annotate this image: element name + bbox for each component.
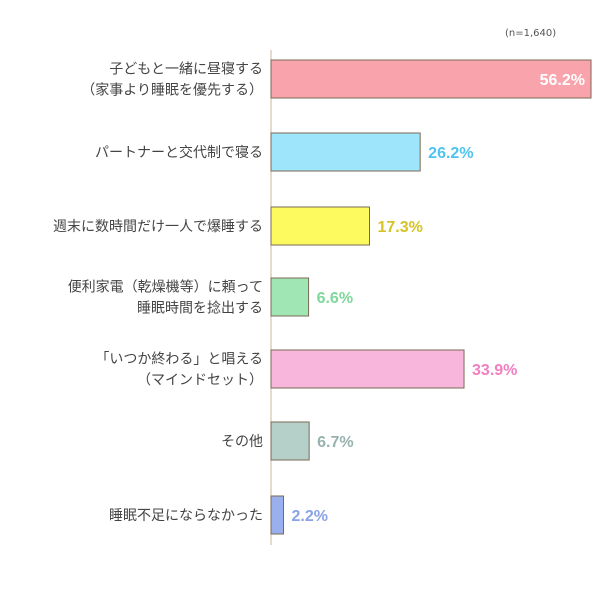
value-label: 33.9% (472, 362, 517, 379)
bar (270, 132, 421, 172)
category-label: パートナーと交代制で寝る (95, 144, 263, 161)
bar (270, 495, 285, 535)
value-label: 2.2% (292, 508, 328, 525)
bar (270, 206, 371, 246)
category-label: 週末に数時間だけ一人で爆睡する (53, 219, 263, 235)
bar (270, 349, 465, 389)
category-label: 子どもと一緒に昼寝する (109, 61, 263, 78)
category-label: 睡眠時間を捻出する (137, 301, 263, 317)
category-label: 便利家電（乾燥機等）に頼って (68, 279, 263, 296)
category-label: （家事より睡眠を優先する） (81, 82, 263, 99)
bar (270, 421, 310, 461)
category-label: 睡眠不足にならなかった (109, 508, 263, 524)
bar (270, 277, 310, 317)
category-label: （マインドセット） (137, 373, 263, 389)
value-label: 26.2% (428, 145, 473, 162)
value-label: 6.6% (317, 290, 353, 307)
category-label: 「いつか終わる」と唱える (95, 352, 263, 368)
sample-size-note: (n=1,640) (505, 28, 557, 39)
category-label: その他 (221, 434, 263, 450)
value-label: 6.7% (317, 434, 353, 451)
value-label: 56.2% (540, 72, 585, 89)
value-label: 17.3% (378, 219, 423, 236)
bar (270, 59, 592, 99)
